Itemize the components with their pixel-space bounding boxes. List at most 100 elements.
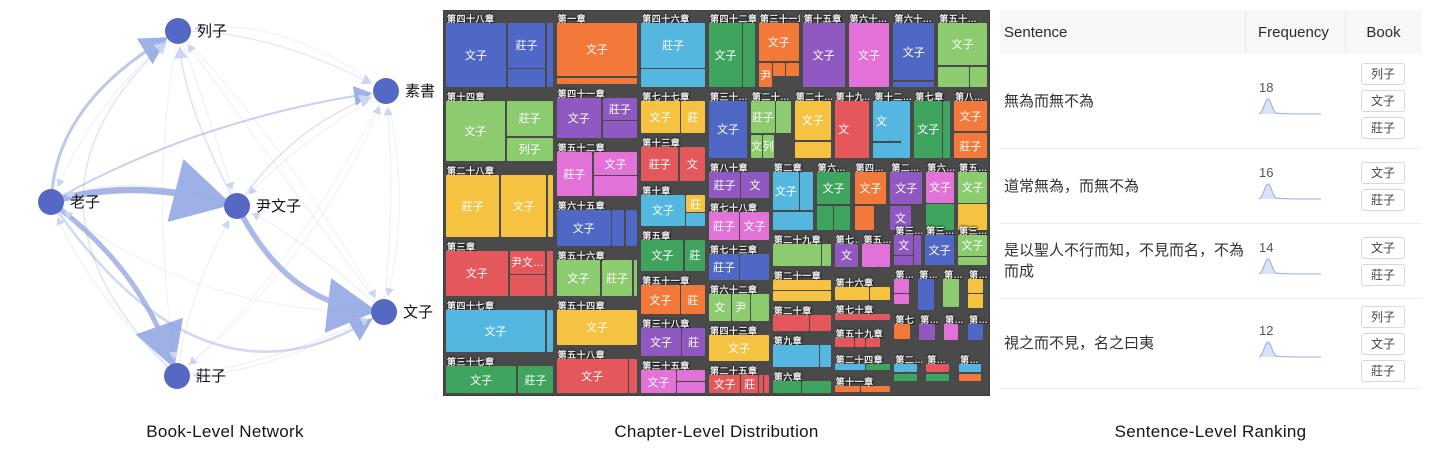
treemap-cell[interactable]: 文: [709, 293, 731, 322]
treemap-cell[interactable]: 文: [873, 100, 890, 141]
treemap-cell[interactable]: [968, 293, 984, 308]
treemap-cell[interactable]: 文子: [854, 172, 887, 205]
treemap-cell[interactable]: [918, 278, 934, 302]
treemap-cell[interactable]: 莊子: [641, 23, 706, 68]
treemap-cell[interactable]: [926, 364, 949, 373]
treemap-cell[interactable]: [785, 63, 799, 76]
treemap-cell[interactable]: [801, 381, 831, 393]
treemap-cell[interactable]: [926, 204, 955, 230]
treemap-cell[interactable]: 莊: [682, 328, 706, 357]
node-circle[interactable]: [373, 78, 399, 104]
treemap-cell[interactable]: 莊子: [641, 147, 679, 182]
treemap-cell[interactable]: [556, 77, 638, 84]
treemap-cell[interactable]: [894, 324, 911, 339]
treemap-cell[interactable]: [894, 364, 906, 373]
treemap-cell[interactable]: 莊子: [446, 175, 500, 237]
treemap-cell[interactable]: 文子: [641, 370, 676, 393]
treemap-cell[interactable]: 莊子: [506, 100, 553, 136]
treemap-cell[interactable]: [629, 359, 638, 393]
node-circle[interactable]: [371, 299, 397, 325]
treemap-cell[interactable]: 莊子: [709, 172, 741, 198]
book-tag[interactable]: 文子: [1360, 236, 1405, 259]
treemap-cell[interactable]: 莊子: [507, 23, 546, 68]
treemap-cell[interactable]: 文子: [556, 309, 638, 346]
treemap-cell[interactable]: [894, 256, 914, 265]
network-node-zhuangzi[interactable]: 莊子: [164, 363, 226, 389]
treemap-cell[interactable]: 文子: [556, 23, 638, 76]
treemap-cell[interactable]: 莊子: [750, 100, 775, 133]
treemap-cell[interactable]: 文子: [848, 23, 890, 87]
treemap-cell[interactable]: 文子: [501, 175, 547, 237]
book-tag[interactable]: 列子: [1360, 63, 1405, 85]
treemap-cell[interactable]: [547, 250, 553, 296]
book-tag[interactable]: 列子: [1360, 305, 1405, 328]
treemap-cell[interactable]: 尹文…: [509, 250, 546, 275]
treemap-cell[interactable]: 莊子: [954, 132, 987, 159]
treemap-cell[interactable]: 莊: [680, 284, 706, 315]
treemap-cell[interactable]: 尹: [731, 293, 750, 322]
treemap-cell[interactable]: [958, 204, 987, 230]
treemap-cell[interactable]: [959, 364, 982, 373]
treemap-cell[interactable]: [854, 338, 865, 347]
treemap-cell[interactable]: [866, 364, 891, 371]
treemap-cell[interactable]: [772, 279, 831, 291]
treemap-cell[interactable]: [547, 309, 553, 353]
treemap-cell[interactable]: [870, 286, 891, 301]
network-node-yinwenzi[interactable]: 尹文子: [224, 193, 301, 219]
treemap-cell[interactable]: [794, 141, 831, 159]
treemap-cell[interactable]: [602, 121, 638, 139]
treemap-cell[interactable]: 莊子: [518, 366, 553, 393]
treemap-cell[interactable]: [547, 23, 553, 87]
treemap-cell[interactable]: [959, 373, 982, 382]
treemap-cell[interactable]: 列: [762, 134, 774, 159]
treemap-cell[interactable]: [865, 338, 881, 347]
node-circle[interactable]: [164, 363, 190, 389]
treemap-cell[interactable]: 莊子: [709, 212, 739, 240]
treemap-cell[interactable]: [820, 345, 831, 368]
network-node-wenzi[interactable]: 文子: [371, 299, 433, 325]
treemap-cell[interactable]: [853, 100, 870, 159]
treemap-cell[interactable]: [894, 278, 910, 293]
treemap-cell[interactable]: 文子: [641, 284, 680, 315]
treemap-cell[interactable]: 文子: [938, 23, 987, 65]
treemap-cell[interactable]: 文子: [556, 210, 611, 246]
treemap-cell[interactable]: [772, 315, 809, 332]
column-header-book[interactable]: Book: [1345, 10, 1421, 54]
treemap-cell[interactable]: [685, 212, 706, 226]
treemap-cell[interactable]: 文: [890, 206, 911, 230]
treemap-cell[interactable]: [952, 324, 958, 340]
treemap-cell[interactable]: [750, 293, 769, 322]
treemap-cell[interactable]: 文子: [758, 23, 799, 62]
treemap-cell[interactable]: 文子: [958, 172, 987, 203]
treemap-cell[interactable]: 文子: [709, 375, 741, 393]
treemap-cell[interactable]: 莊: [741, 375, 759, 393]
book-tag[interactable]: 莊子: [1360, 188, 1405, 211]
treemap-cell[interactable]: [926, 373, 949, 382]
treemap-cell[interactable]: 莊: [684, 239, 706, 271]
treemap-cell[interactable]: 文: [894, 234, 914, 256]
treemap-cell[interactable]: [834, 286, 870, 301]
treemap-cell[interactable]: 文子: [802, 23, 845, 87]
treemap-cell[interactable]: [822, 243, 831, 266]
treemap-cell[interactable]: 文: [750, 134, 763, 159]
treemap-cell[interactable]: [901, 100, 911, 159]
treemap-cell[interactable]: 文子: [446, 23, 506, 87]
treemap-cell[interactable]: [834, 338, 854, 347]
treemap-cell[interactable]: 文子: [772, 172, 800, 211]
treemap-cell[interactable]: [958, 256, 987, 265]
treemap-cell[interactable]: 文子: [794, 100, 831, 140]
network-node-liezi[interactable]: 列子: [165, 18, 227, 44]
node-circle[interactable]: [38, 189, 64, 215]
treemap-cell[interactable]: [878, 243, 891, 267]
treemap-cell[interactable]: [772, 290, 831, 302]
treemap-cell[interactable]: [676, 370, 706, 381]
treemap-cell[interactable]: 文子: [556, 97, 601, 139]
treemap-cell[interactable]: [970, 66, 987, 87]
treemap-cell[interactable]: 文: [834, 100, 853, 159]
treemap-cell[interactable]: 莊子: [601, 259, 633, 296]
treemap-cell[interactable]: [854, 206, 874, 230]
treemap-cell[interactable]: [507, 69, 546, 87]
book-tag[interactable]: 文子: [1360, 332, 1405, 355]
network-node-sushu[interactable]: 素書: [373, 78, 435, 104]
treemap-cell[interactable]: 莊: [685, 195, 706, 212]
